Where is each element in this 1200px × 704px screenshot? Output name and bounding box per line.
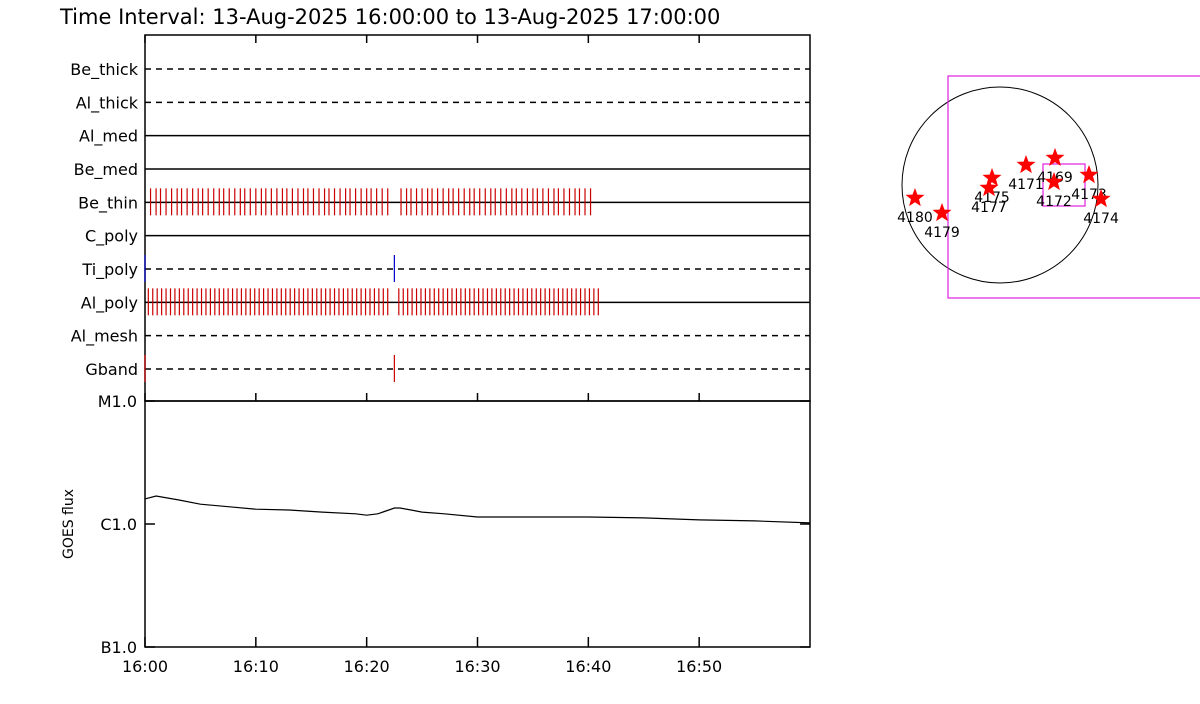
region-marker <box>932 203 952 222</box>
x-tick-label: 16:10 <box>233 657 279 676</box>
row-label: Be_thick <box>70 60 138 80</box>
region-label: 4171 <box>1008 177 1044 193</box>
row-label: Al_med <box>79 127 138 147</box>
row-label: Gband <box>85 360 138 379</box>
row-label: Al_thick <box>76 93 139 113</box>
region-marker <box>1044 172 1064 191</box>
region-marker <box>982 168 1002 186</box>
goes-curve <box>144 495 811 524</box>
region-marker <box>1016 155 1036 174</box>
region-label: 4179 <box>924 225 960 241</box>
y-axis-label: GOES flux <box>61 489 77 559</box>
solar-disk <box>901 86 1099 284</box>
row-label: Al_poly <box>81 293 138 313</box>
region-marker <box>1045 147 1065 166</box>
region-marker <box>1079 165 1099 184</box>
y-tick-label: C1.0 <box>100 515 137 534</box>
x-tick-label: 16:00 <box>122 657 168 676</box>
region-marker <box>1091 189 1111 208</box>
region-label: 4177 <box>971 200 1007 216</box>
region-label: 4174 <box>1083 211 1119 227</box>
region-label: 4180 <box>897 210 933 226</box>
x-tick-label: 16:30 <box>454 657 500 676</box>
region-marker <box>905 188 925 207</box>
x-tick-label: 16:20 <box>344 657 390 676</box>
y-tick-label: M1.0 <box>98 392 137 411</box>
x-tick-label: 16:50 <box>676 657 722 676</box>
region-label: 4175 <box>974 190 1010 206</box>
row-label: C_poly <box>85 227 138 247</box>
y-tick-label: B1.0 <box>101 638 137 657</box>
region-label: 4172 <box>1036 194 1072 210</box>
row-label: Al_mesh <box>71 327 138 347</box>
chart-title: Time Interval: 13-Aug-2025 16:00:00 to 1… <box>59 5 720 29</box>
row-label: Be_thin <box>78 193 138 213</box>
roi-box <box>1042 163 1086 207</box>
fov-box <box>947 75 1200 299</box>
x-tick-label: 16:40 <box>565 657 611 676</box>
row-label: Be_med <box>74 160 138 180</box>
row-label: Ti_poly <box>81 260 138 280</box>
region-marker <box>979 178 999 197</box>
